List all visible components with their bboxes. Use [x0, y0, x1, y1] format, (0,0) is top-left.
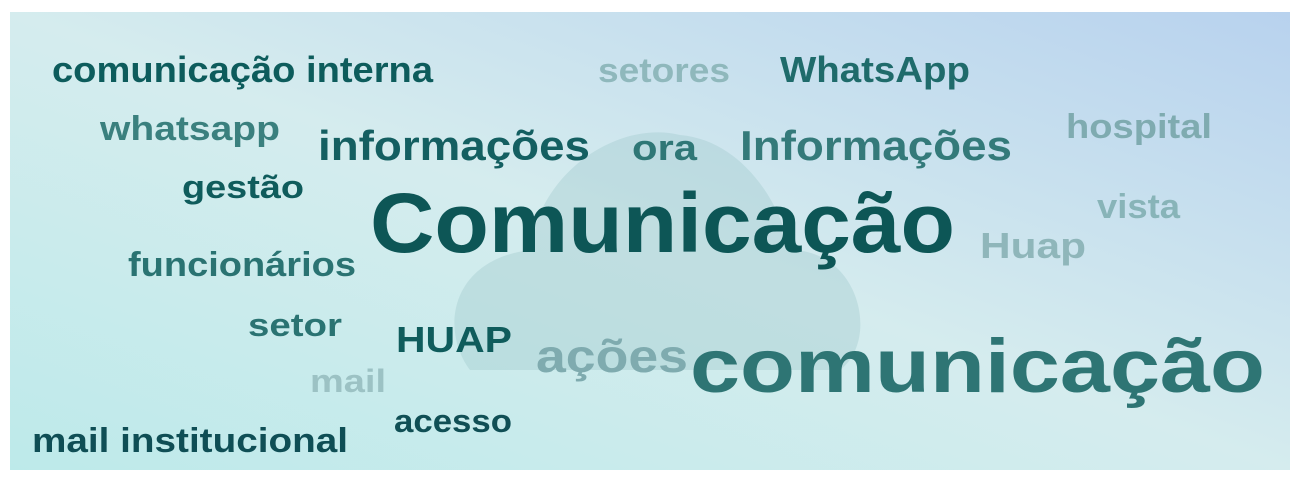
words: comunicação interna setores WhatsApp whatsa… [32, 49, 1265, 460]
word: Comunicação [370, 176, 955, 270]
word: setor [248, 307, 342, 343]
word: comunicação interna [52, 49, 434, 90]
word: funcionários [128, 246, 356, 284]
word: whatsapp [99, 110, 280, 148]
cloud-shape [454, 132, 861, 370]
word: ora [632, 127, 698, 168]
word: WhatsApp [780, 49, 970, 90]
background [10, 12, 1290, 470]
word: ações [536, 330, 688, 382]
word: informações [318, 122, 590, 169]
word: Huap [980, 225, 1086, 266]
word: hospital [1066, 108, 1212, 146]
word: HUAP [396, 319, 512, 360]
word: Informações [740, 122, 1012, 169]
word: mail institucional [32, 422, 348, 460]
word: gestão [182, 169, 304, 205]
word: comunicação [690, 324, 1265, 409]
word: mail [310, 363, 386, 399]
word: acesso [394, 403, 512, 439]
word: setores [598, 52, 730, 90]
word: vista [1097, 188, 1181, 226]
